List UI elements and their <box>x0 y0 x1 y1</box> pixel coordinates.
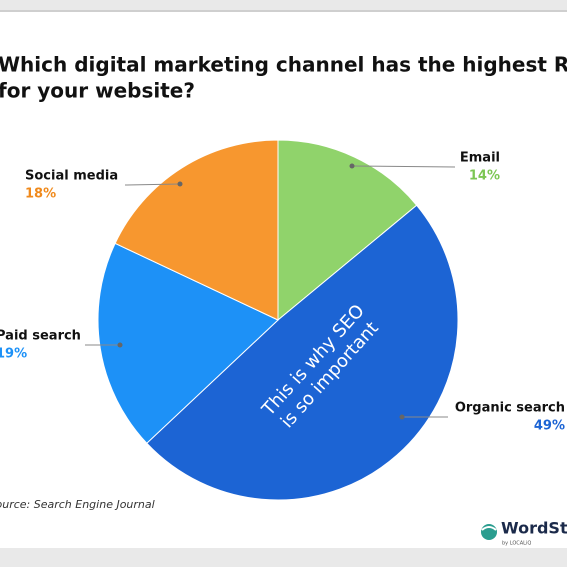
pie-slice <box>114 139 279 321</box>
source: Data source: Search Engine Journal <box>0 498 155 511</box>
slice-label: Social media <box>25 169 118 184</box>
leader-dot <box>399 414 405 420</box>
value-label: 19% <box>0 347 27 362</box>
logo-byline: by LOCALiQ <box>502 541 531 547</box>
labels: Email 14% Organic search 49% Paid search 19% S… <box>0 151 565 434</box>
value-label: 14% <box>469 169 500 184</box>
bottom-strip <box>0 548 567 567</box>
logo-name: WordStream <box>501 519 567 538</box>
slice-label: Email <box>460 151 500 166</box>
slice-label: Organic search <box>455 401 565 416</box>
pie-slice <box>97 242 279 444</box>
value-label: 49% <box>534 419 565 434</box>
top-border <box>0 10 567 12</box>
leader-dot <box>349 163 355 169</box>
chart-title: for your website? <box>0 79 195 103</box>
leader-line <box>351 165 456 168</box>
top-strip <box>0 0 567 10</box>
leader-dot <box>177 181 183 187</box>
slice-label: Paid search <box>0 329 81 344</box>
chart-title: Which digital marketing channel has the … <box>0 53 567 77</box>
leader-dot <box>117 342 123 348</box>
pie-slice <box>277 139 418 322</box>
leader-line <box>124 183 181 186</box>
logo-icon-mark <box>481 526 497 531</box>
pie-slice <box>146 204 459 501</box>
value-label: 18% <box>25 187 56 202</box>
